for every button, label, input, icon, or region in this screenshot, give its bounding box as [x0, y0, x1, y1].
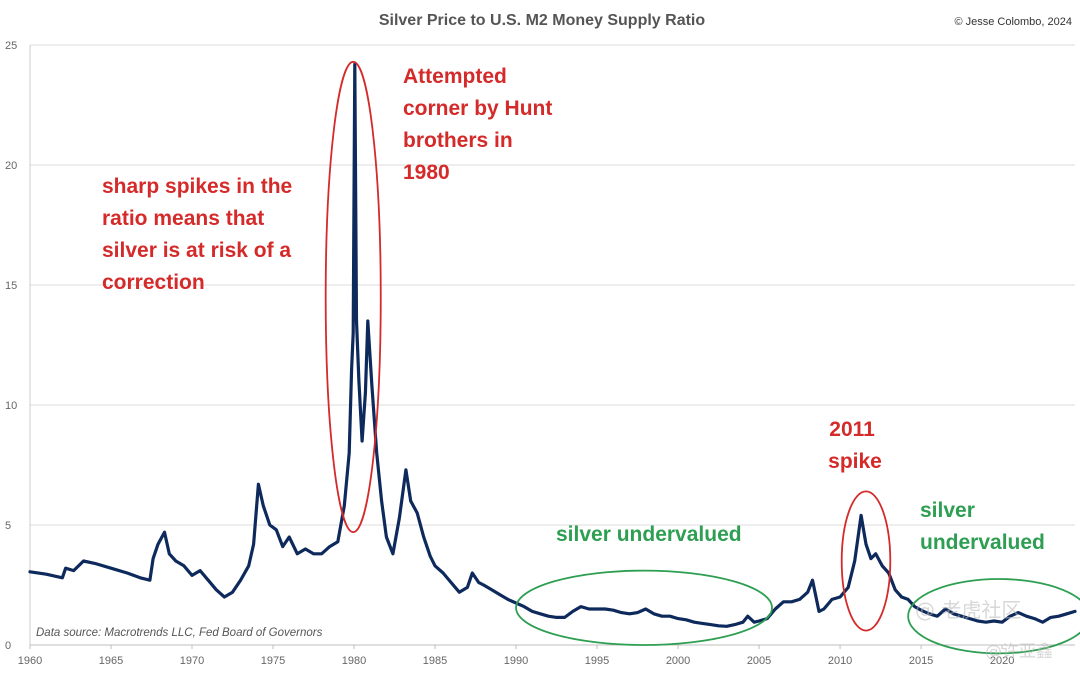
annotation-2011-spike: 2011 spike [828, 418, 882, 473]
ellipse-undervalued-2015-2024 [907, 578, 1080, 655]
x-tick-label-1965: 1965 [99, 655, 123, 667]
axes [29, 45, 1075, 646]
y-tick-label-25: 25 [5, 40, 17, 52]
y-axis-ticks: 0 5 10 15 20 25 [5, 40, 17, 652]
series-layer [28, 62, 1077, 628]
x-tick-label-1960: 1960 [18, 655, 42, 667]
x-tick-label-1980: 1980 [342, 655, 366, 667]
x-tick-label-2005: 2005 [747, 655, 771, 667]
annotation-silver-undervalued-2: silver undervalued [920, 499, 1045, 554]
x-tick-label-1970: 1970 [180, 655, 204, 667]
copyright-note: © Jesse Colombo, 2024 [954, 16, 1072, 28]
x-axis-ticks: 1960 1965 1970 1975 1980 1985 1990 1995 2000 2005… [18, 645, 1014, 667]
y-tick-label-20: 20 [5, 160, 17, 172]
highlight-ellipses [324, 60, 1080, 655]
x-tick-label-1990: 1990 [504, 655, 528, 667]
x-tick-label-2015: 2015 [909, 655, 933, 667]
y-tick-label-0: 0 [5, 640, 11, 652]
data-source-note: Data source: Macrotrends LLC, Fed Board … [36, 627, 323, 639]
gridlines [30, 44, 1075, 526]
x-tick-label-2000: 2000 [666, 655, 690, 667]
annotation-hunt-brothers: Attempted corner by Hunt brothers in 198… [403, 65, 558, 184]
chart-title: Silver Price to U.S. M2 Money Supply Rat… [379, 12, 706, 29]
watermark-author: @许亚鑫 [985, 642, 1053, 662]
annotation-silver-undervalued-1: silver undervalued [556, 523, 742, 546]
x-tick-label-2010: 2010 [828, 655, 852, 667]
x-tick-label-2020: 2020 [990, 655, 1014, 667]
y-tick-label-5: 5 [5, 520, 11, 532]
ellipse-1980-peak [324, 60, 382, 534]
y-tick-label-15: 15 [5, 280, 17, 292]
y-tick-label-10: 10 [5, 400, 17, 412]
ellipse-undervalued-1990s [515, 569, 773, 646]
x-tick-label-1985: 1985 [423, 655, 447, 667]
x-tick-label-1995: 1995 [585, 655, 609, 667]
x-tick-label-1975: 1975 [261, 655, 285, 667]
series-line-0 [28, 62, 1077, 628]
ellipse-2011-spike [840, 490, 892, 632]
annotation-sharp-spikes: sharp spikes in the ratio means that sil… [102, 175, 298, 294]
watermark-community: @ 老虎社区 [915, 598, 1021, 622]
